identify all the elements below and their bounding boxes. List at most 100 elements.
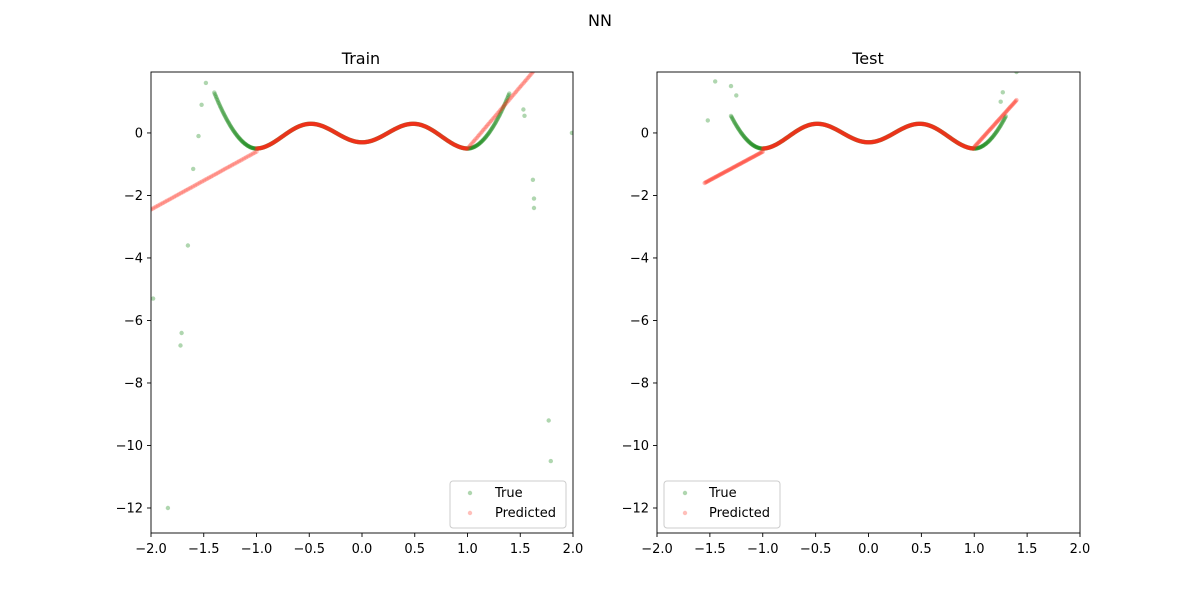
- predicted-point: [979, 136, 985, 141]
- predicted-point: [407, 121, 413, 127]
- true-point: [229, 125, 234, 130]
- true-point: [818, 121, 823, 127]
- predicted-point: [811, 121, 816, 127]
- predicted-point: [952, 138, 957, 144]
- true-point: [975, 146, 980, 151]
- predicted-point: [437, 133, 443, 138]
- true-point: [765, 145, 770, 151]
- y-tick-label: 0: [641, 126, 649, 141]
- true-point: [501, 104, 506, 110]
- predicted-point: [769, 144, 774, 149]
- predicted-point: [954, 139, 959, 145]
- true-point: [347, 137, 352, 143]
- true-point: [732, 119, 737, 125]
- true-point: [851, 136, 857, 142]
- true-outlier-point: [203, 80, 209, 86]
- predicted-point: [954, 140, 959, 145]
- true-point: [467, 146, 473, 151]
- predicted-point: [880, 136, 885, 142]
- true-point: [331, 129, 337, 134]
- true-point: [412, 121, 418, 127]
- true-point: [831, 126, 836, 131]
- predicted-point: [344, 136, 349, 141]
- predicted-point: [277, 136, 282, 141]
- predicted-point: [357, 140, 362, 145]
- true-point: [353, 139, 359, 144]
- true-point: [849, 135, 854, 140]
- predicted-point: [802, 124, 807, 129]
- test-legend-predicted-label: Predicted: [709, 506, 770, 521]
- true-point: [233, 131, 238, 137]
- predicted-point: [736, 162, 741, 167]
- true-point: [964, 144, 969, 150]
- true-outlier-point: [734, 93, 739, 98]
- true-point: [281, 133, 286, 138]
- predicted-point: [805, 123, 810, 128]
- predicted-point: [462, 146, 468, 151]
- predicted-point: [269, 141, 274, 146]
- predicted-point: [1005, 107, 1011, 112]
- predicted-point: [361, 140, 367, 145]
- true-point: [422, 124, 427, 129]
- test-legend-true-marker: [682, 490, 688, 496]
- true-point: [215, 98, 220, 103]
- predicted-point: [423, 124, 428, 129]
- true-point: [829, 125, 835, 130]
- true-point: [301, 122, 306, 128]
- predicted-point: [911, 122, 917, 127]
- true-point: [473, 143, 478, 149]
- predicted-point: [328, 127, 334, 133]
- predicted-point: [773, 142, 778, 148]
- true-point: [815, 121, 821, 127]
- true-point: [446, 139, 452, 144]
- predicted-point: [333, 130, 338, 135]
- true-point: [952, 138, 958, 144]
- true-point: [959, 142, 964, 147]
- true-point: [884, 135, 889, 140]
- true-point: [332, 129, 337, 135]
- predicted-point: [826, 123, 831, 129]
- x-tick-label: −1.5: [694, 542, 726, 557]
- true-point: [835, 128, 840, 133]
- true-point: [414, 121, 420, 127]
- predicted-point: [874, 139, 879, 144]
- predicted-point: [386, 130, 391, 135]
- predicted-point: [758, 150, 763, 155]
- true-point: [917, 121, 922, 127]
- true-point: [404, 122, 409, 127]
- true-point: [268, 141, 273, 147]
- true-point: [987, 138, 992, 143]
- true-point: [910, 122, 915, 127]
- predicted-point: [444, 137, 449, 142]
- true-point: [386, 130, 392, 135]
- predicted-point: [378, 134, 383, 140]
- predicted-point: [316, 122, 321, 128]
- predicted-point: [894, 129, 899, 134]
- true-point: [919, 121, 925, 127]
- predicted-point: [408, 121, 413, 127]
- true-point: [738, 129, 743, 135]
- predicted-point: [854, 137, 860, 143]
- predicted-point: [977, 139, 982, 144]
- predicted-point: [747, 156, 752, 162]
- true-point: [286, 130, 291, 135]
- predicted-point: [236, 159, 242, 164]
- x-tick-label: −2.0: [641, 542, 673, 557]
- true-point: [310, 121, 316, 127]
- true-point: [824, 123, 829, 128]
- true-point: [485, 132, 490, 137]
- predicted-point: [939, 129, 944, 134]
- predicted-point: [821, 122, 826, 127]
- true-point: [255, 146, 261, 151]
- true-point: [935, 127, 941, 132]
- true-point: [451, 142, 456, 147]
- predicted-point: [933, 126, 938, 131]
- true-point: [834, 127, 839, 132]
- predicted-point: [238, 158, 243, 163]
- predicted-point: [731, 165, 736, 170]
- predicted-point: [865, 140, 870, 145]
- predicted-point: [821, 122, 827, 127]
- true-point: [241, 140, 246, 145]
- true-point: [844, 133, 849, 138]
- predicted-point: [278, 135, 283, 141]
